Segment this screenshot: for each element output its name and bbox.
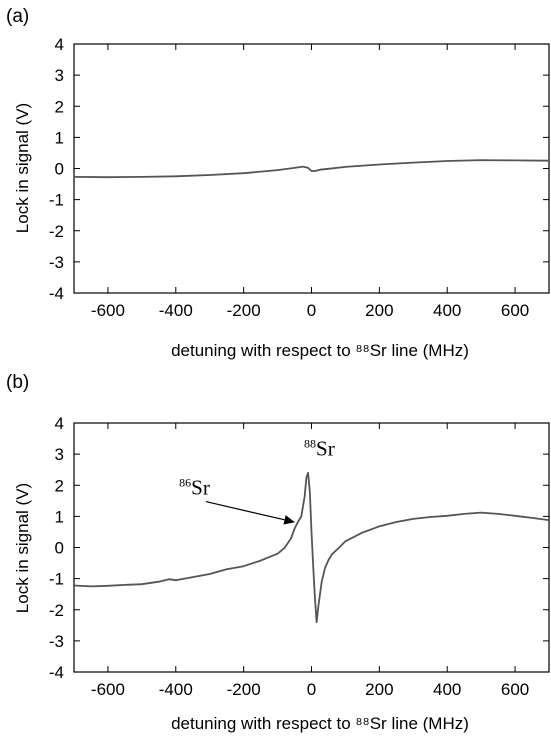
x-tick-label: 600 (501, 301, 529, 320)
panel-a-x-axis-label: detuning with respect to ⁸⁸Sr line (MHz) (171, 341, 469, 360)
x-tick-label: -200 (227, 680, 261, 699)
x-tick-label: 400 (433, 301, 461, 320)
x-tick-label: -600 (91, 301, 125, 320)
panel-b-y-axis-label: Lock in signal (V) (13, 483, 32, 613)
x-tick-label: -600 (91, 680, 125, 699)
panel-b-label: (b) (6, 372, 29, 393)
y-tick-label: -2 (49, 222, 64, 241)
panel-b-annotations: 88Sr 86Sr (179, 437, 335, 525)
y-tick-label: -1 (49, 191, 64, 210)
x-tick-label: -400 (159, 680, 193, 699)
annotation-label: 86Sr (179, 476, 210, 500)
y-tick-label: -4 (49, 284, 64, 303)
panel-a: (a) Lock in signal (V) detuning with res… (6, 6, 550, 360)
y-tick-label: -3 (49, 253, 64, 272)
panel-a-y-axis-label: Lock in signal (V) (13, 103, 32, 233)
x-tick-label: 600 (501, 680, 529, 699)
y-tick-label: -2 (49, 601, 64, 620)
y-tick-label: 0 (55, 160, 64, 179)
x-tick-label: 400 (433, 680, 461, 699)
y-tick-label: -3 (49, 632, 64, 651)
y-tick-label: 2 (55, 476, 64, 495)
x-tick-label: -200 (227, 301, 261, 320)
panel-b-x-axis-label: detuning with respect to ⁸⁸Sr line (MHz) (171, 714, 469, 733)
y-tick-label: 1 (55, 128, 64, 147)
x-tick-label: 0 (307, 301, 316, 320)
y-tick-label: 0 (55, 539, 64, 558)
y-tick-label: 2 (55, 97, 64, 116)
y-tick-label: -1 (49, 570, 64, 589)
annotation-label: 88Sr (304, 437, 335, 461)
y-tick-label: 1 (55, 507, 64, 526)
panel-b-series (73, 471, 550, 624)
annotation-arrow (205, 501, 296, 525)
y-tick-label: 3 (55, 66, 64, 85)
panel-a-series (73, 159, 550, 179)
panel-a-plot-frame (73, 43, 550, 294)
y-tick-label: 4 (55, 414, 64, 433)
panel-a-y-ticks: 4 3 2 1 0 -1 -2 -3 -4 (49, 35, 549, 303)
series-line (73, 159, 550, 179)
x-tick-label: 200 (365, 301, 393, 320)
x-tick-label: 0 (307, 680, 316, 699)
panel-b-y-ticks: 4 3 2 1 0 -1 -2 -3 -4 (49, 414, 549, 682)
y-tick-label: -4 (49, 663, 64, 682)
panel-b-x-ticks: -600 -400 -200 0 200 400 600 (91, 423, 529, 699)
x-tick-label: 200 (365, 680, 393, 699)
y-tick-label: 4 (55, 35, 64, 54)
y-tick-label: 3 (55, 445, 64, 464)
panel-b: (b) Lock in signal (V) detuning with res… (6, 372, 550, 733)
series-line (73, 471, 550, 624)
x-tick-label: -400 (159, 301, 193, 320)
panel-a-label: (a) (6, 6, 29, 27)
panel-a-x-ticks: -600 -400 -200 0 200 400 600 (91, 44, 529, 320)
